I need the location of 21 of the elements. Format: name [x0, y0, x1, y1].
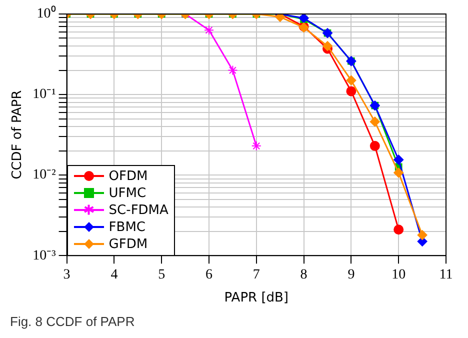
x-tick-label: 10 — [392, 268, 406, 283]
y-tick-label: 10⁻² — [32, 168, 56, 183]
x-tick-label: 7 — [252, 268, 260, 283]
legend-label: UFMC — [108, 186, 146, 201]
legend-label: GFDM — [108, 236, 148, 252]
legend-label: SC-FDMA — [108, 202, 168, 218]
x-tick-label: 6 — [206, 268, 212, 283]
x-tick-label: 4 — [110, 268, 118, 283]
x-tick-label: 3 — [63, 268, 70, 283]
x-axis-title: PAPR [dB] — [224, 290, 289, 306]
x-tick-label: 9 — [348, 268, 355, 283]
legend-label: OFDM — [108, 168, 148, 184]
legend-label: FBMC — [108, 220, 146, 235]
x-tick-label: 8 — [300, 268, 308, 283]
y-tick-label: 10⁻¹ — [32, 87, 56, 102]
x-tick-label: 5 — [158, 268, 166, 283]
y-tick-label: 10⁻³ — [32, 248, 56, 264]
x-tick-label: 11 — [439, 268, 453, 283]
y-tick-label: 10⁰ — [36, 6, 56, 22]
y-axis-title: CCDF of PAPR — [10, 90, 26, 180]
caption: Fig. 8 CCDF of PAPR — [10, 314, 136, 329]
